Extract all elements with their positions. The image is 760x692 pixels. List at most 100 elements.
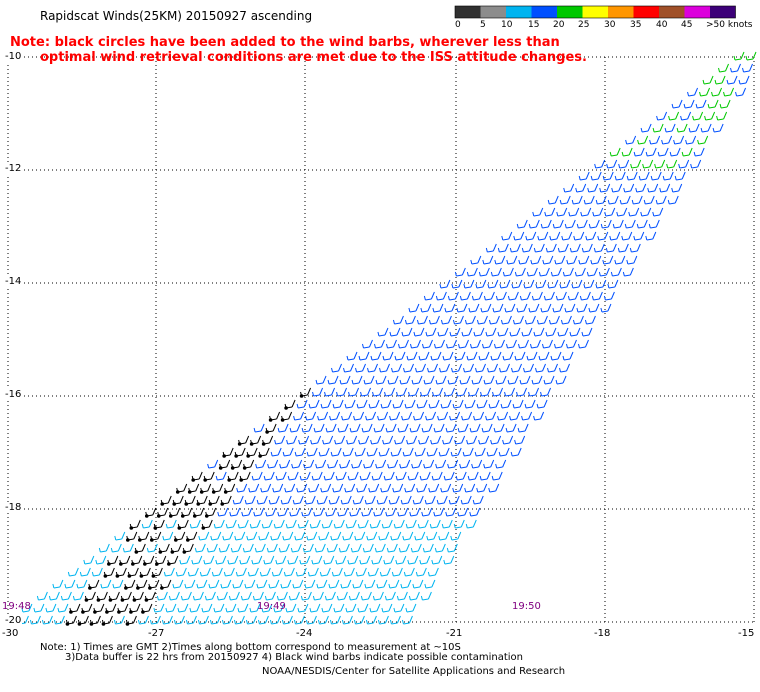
wind-barb xyxy=(699,87,711,97)
wind-barb xyxy=(492,387,504,397)
barb-tail xyxy=(283,571,286,577)
barb-staff xyxy=(584,286,591,289)
wind-barb xyxy=(470,255,482,265)
barb-tail xyxy=(480,391,483,397)
barb-flag xyxy=(478,459,483,468)
wind-barb xyxy=(340,495,352,505)
barb-staff xyxy=(290,514,297,517)
barb-flag xyxy=(307,387,312,396)
barb-staff xyxy=(359,358,367,361)
barb-flag xyxy=(585,255,590,264)
barb-flag xyxy=(475,303,480,312)
wind-barb xyxy=(363,459,375,469)
barb-flag xyxy=(265,447,270,456)
barb-staff xyxy=(542,226,549,229)
wind-barb xyxy=(493,339,505,349)
wind-barb xyxy=(365,411,377,421)
barb-tail xyxy=(495,463,498,469)
wind-barb xyxy=(390,531,402,541)
wind-barb xyxy=(476,315,488,325)
barb-flag xyxy=(318,471,323,480)
wind-barb xyxy=(550,351,562,361)
barb-tail xyxy=(429,523,432,529)
barb-tail xyxy=(389,331,392,337)
wind-barb xyxy=(475,279,487,289)
barb-flag xyxy=(690,99,695,108)
barb-tail xyxy=(745,55,748,61)
barb-tail xyxy=(621,151,624,157)
barb-flag xyxy=(495,399,500,408)
barb-tail xyxy=(235,571,238,577)
barb-tail xyxy=(444,307,447,313)
barb-tail xyxy=(233,619,236,625)
wind-barb xyxy=(642,159,654,169)
barb-tail xyxy=(293,619,296,625)
barb-flag xyxy=(302,567,307,576)
barb-flag xyxy=(614,195,619,204)
barb-tail xyxy=(382,355,385,361)
barb-flag xyxy=(585,339,589,348)
wind-barb xyxy=(275,555,287,565)
barb-flag xyxy=(483,483,488,492)
wind-barb xyxy=(379,363,390,373)
barb-staff xyxy=(647,154,654,157)
wind-barb xyxy=(404,483,416,493)
wind-barb xyxy=(287,471,299,481)
barb-staff xyxy=(554,226,561,229)
contamination-circle xyxy=(175,490,180,494)
lat-label: -18 xyxy=(4,502,23,513)
barb-staff xyxy=(530,226,537,229)
barb-staff xyxy=(209,586,216,589)
contamination-circle xyxy=(148,586,152,590)
barb-staff xyxy=(469,478,476,481)
barb-staff xyxy=(333,406,341,409)
barb-staff xyxy=(414,418,421,421)
barb-staff xyxy=(429,490,436,493)
wind-barb xyxy=(292,495,304,505)
barb-staff xyxy=(548,286,555,289)
barb-flag xyxy=(280,519,285,528)
barb-tail xyxy=(490,355,493,361)
barb-staff xyxy=(624,274,631,277)
barb-tail xyxy=(315,379,318,385)
barb-flag xyxy=(697,159,702,168)
barb-flag xyxy=(640,231,645,240)
barb-flag xyxy=(454,459,459,468)
barb-staff xyxy=(374,514,381,517)
wind-barb xyxy=(478,267,490,277)
wind-barb xyxy=(590,171,602,181)
barb-flag xyxy=(348,615,353,624)
wind-barb xyxy=(392,315,404,325)
wind-barb xyxy=(213,603,225,613)
wind-barb xyxy=(132,591,144,602)
barb-flag xyxy=(224,507,229,516)
barb-tail xyxy=(315,463,318,469)
wind-barb xyxy=(237,603,249,613)
barb-staff xyxy=(556,382,564,385)
barb-staff xyxy=(271,538,278,541)
barb-staff xyxy=(419,442,426,445)
barb-flag xyxy=(340,603,345,612)
wind-barb xyxy=(421,507,433,517)
barb-tail xyxy=(555,295,558,301)
barb-tail xyxy=(342,451,345,457)
barb-flag xyxy=(422,363,426,372)
barb-staff xyxy=(444,562,451,565)
barb-flag xyxy=(702,99,707,108)
barb-staff xyxy=(411,346,418,349)
wind-barb xyxy=(542,255,554,265)
wind-barb xyxy=(597,231,609,241)
wind-barb xyxy=(445,423,457,433)
wind-barb xyxy=(277,507,289,517)
barb-flag xyxy=(396,327,401,336)
barb-flag xyxy=(726,99,731,108)
barb-staff xyxy=(163,538,170,541)
barb-staff xyxy=(424,550,431,553)
barb-staff xyxy=(462,334,470,337)
wind-barb xyxy=(371,555,383,565)
barb-tail xyxy=(428,403,431,409)
barb-flag xyxy=(188,507,193,516)
contamination-circle xyxy=(131,562,135,566)
barb-staff xyxy=(429,574,436,577)
wind-barb xyxy=(273,519,285,529)
